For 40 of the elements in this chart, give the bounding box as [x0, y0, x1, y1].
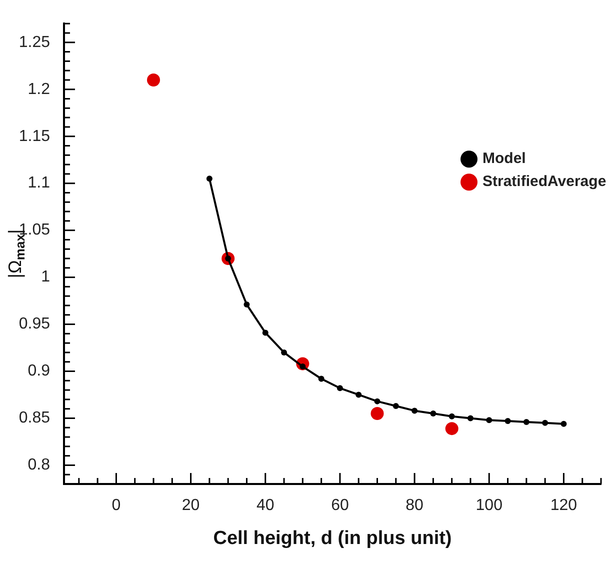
- x-tick-label: 100: [476, 497, 503, 514]
- y-tick-label: 0.85: [18, 410, 50, 427]
- x-tick-label: 40: [256, 497, 274, 514]
- point: [374, 398, 380, 404]
- point: [430, 410, 436, 417]
- legend-label: StratifiedAverage: [482, 173, 606, 190]
- y-tick-label: 0.95: [18, 316, 50, 333]
- y-tick-label: 0.9: [28, 362, 50, 380]
- point: [445, 422, 458, 436]
- point: [542, 420, 548, 426]
- point: [318, 376, 324, 382]
- point: [244, 302, 250, 308]
- y-tick-label: 1.1: [28, 174, 50, 192]
- x-axis-title: Cell height, d (in plus unit): [213, 528, 452, 549]
- point: [370, 407, 384, 420]
- point: [412, 408, 418, 414]
- point: [392, 403, 399, 410]
- y-tick-label: 0.8: [28, 456, 50, 474]
- x-tick-label: 80: [406, 497, 424, 514]
- x-tick-label: 0: [112, 497, 121, 514]
- y-tick-label: 1.15: [18, 128, 50, 145]
- point: [467, 415, 474, 422]
- point: [206, 176, 212, 182]
- point: [356, 392, 362, 398]
- y-tick-label: 1.2: [28, 80, 50, 98]
- point: [281, 349, 288, 356]
- point: [523, 418, 530, 425]
- x-tick-label: 120: [550, 497, 578, 514]
- y-tick-label: 1: [41, 268, 50, 286]
- point: [448, 413, 455, 420]
- x-tick-label: 20: [182, 497, 200, 514]
- point: [560, 420, 567, 427]
- y-tick-label: 1.25: [18, 34, 50, 51]
- point: [336, 385, 343, 392]
- point: [504, 418, 511, 424]
- legend-label: Model: [482, 150, 526, 168]
- point: [486, 417, 492, 424]
- point: [147, 73, 160, 86]
- x-tick-label: 60: [331, 497, 349, 514]
- point: [262, 330, 268, 336]
